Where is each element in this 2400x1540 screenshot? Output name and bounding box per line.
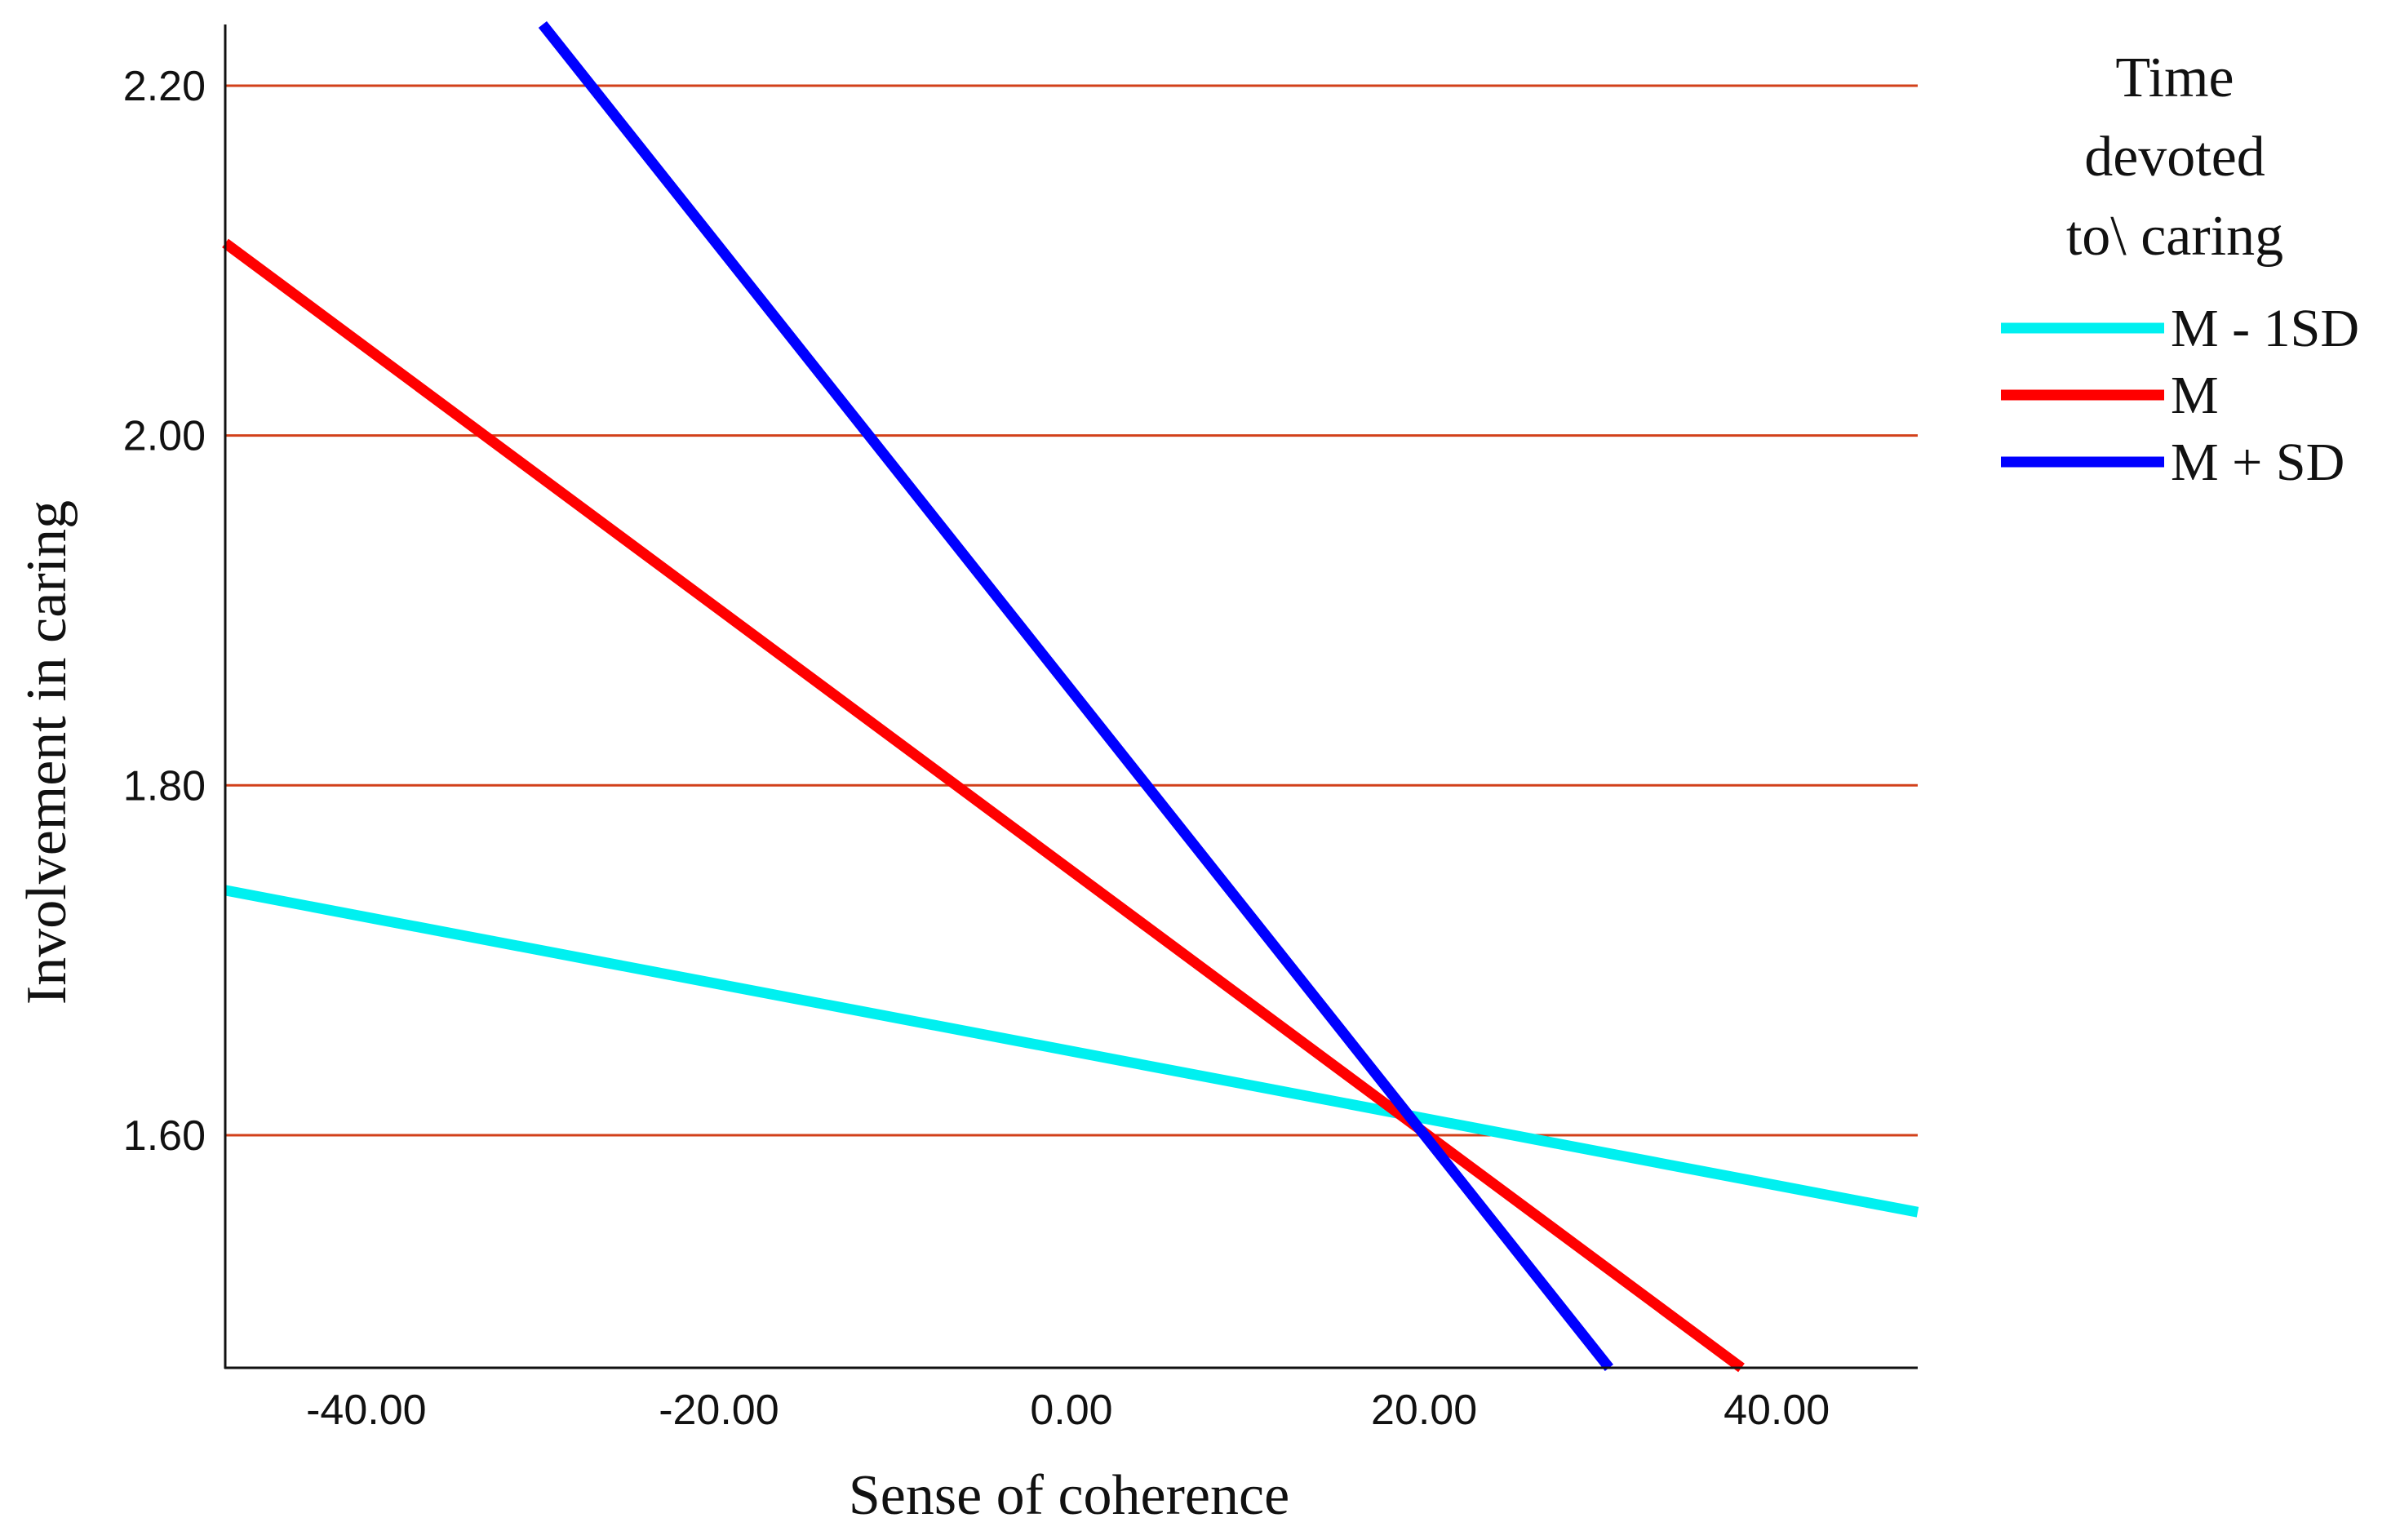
legend-label-1: M [2171, 366, 2219, 425]
legend-title-line-3: to\ caring [2066, 205, 2283, 268]
legend-label-0: M - 1SD [2171, 299, 2359, 358]
x-tick-label-4: 40.00 [1723, 1387, 1830, 1434]
y-tick-label-0: 1.60 [123, 1112, 206, 1160]
legend: Time devoted to\ caring M - 1SD M M + SD [2001, 47, 2359, 492]
legend-label-2: M + SD [2171, 433, 2345, 492]
series-line-0 [224, 885, 1919, 1218]
y-tick-label-2: 2.00 [123, 413, 206, 460]
axes [224, 24, 1918, 1369]
y-axis-title: Involvement in caring [16, 500, 78, 1005]
gridlines [225, 84, 1918, 1137]
legend-items: M - 1SD M M + SD [2001, 299, 2359, 492]
y-tick-label-3: 2.20 [123, 63, 206, 110]
series-line-1 [222, 238, 1745, 1373]
legend-title-line-1: Time [2115, 47, 2234, 109]
x-tick-label-0: -40.00 [306, 1387, 426, 1434]
x-tick-label-2: 0.00 [1030, 1387, 1112, 1434]
x-tick-label-3: 20.00 [1371, 1387, 1477, 1434]
legend-title-line-2: devoted [2084, 126, 2265, 189]
x-axis-title: Sense of coherence [849, 1464, 1289, 1527]
y-tick-label-1: 1.80 [123, 762, 206, 810]
x-tick-label-1: -20.00 [659, 1387, 779, 1434]
series-line-2 [538, 20, 1613, 1372]
series-lines [222, 20, 1919, 1373]
tick-labels: -40.00 -20.00 0.00 20.00 40.00 1.60 1.80 2.00 2.… [123, 63, 1830, 1434]
